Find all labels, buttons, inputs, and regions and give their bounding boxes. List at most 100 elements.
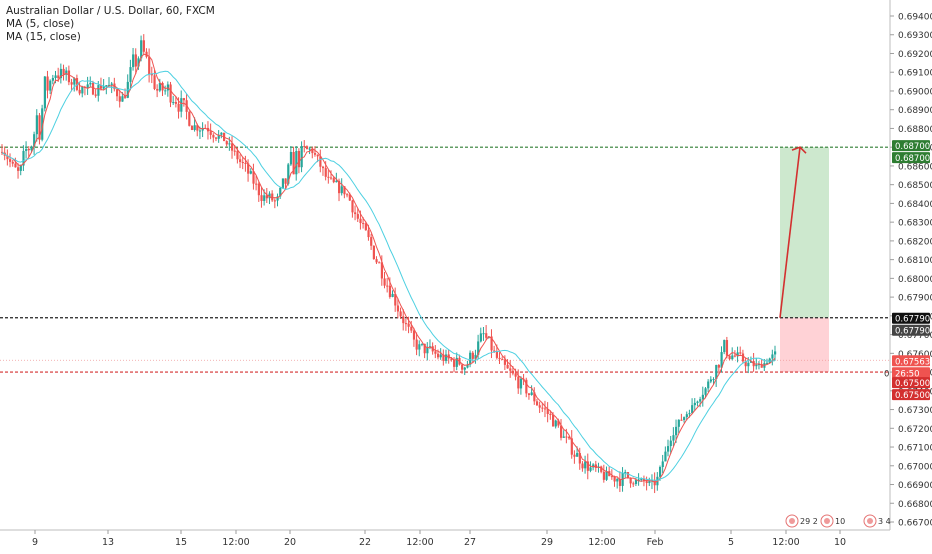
symbol-title[interactable]: Australian Dollar / U.S. Dollar, 60, FXC… [6,5,215,17]
price-tick-label: 0.68000 [898,275,932,285]
candle-body [642,478,646,482]
candle-body [33,134,36,147]
price-tick-label: 0.66900 [898,481,932,491]
candle-body [420,343,424,345]
candle-body [97,85,100,96]
ma15-line [1,70,776,481]
candle-body [562,436,565,438]
candle-body [268,193,271,199]
profit-zone [780,147,829,318]
price-tick-label: 0.68500 [898,181,932,191]
projection-arrow-head [791,146,807,154]
time-axis[interactable]: 9 13 15 12:00 20 22 12:00 27 29 12:00 Feb 5 12:00 10 [0,529,890,548]
candle-body [560,425,563,438]
candle-body [543,408,547,410]
candle-body [396,305,400,312]
event-count-label: 3 4 [878,517,891,526]
price-tick-label: 0.67900 [898,294,932,304]
candle-body [509,368,512,371]
price-axis[interactable]: 0.69400 0.69300 0.69200 0.69100 0.69000 0.689… [889,0,932,530]
candles-layer [1,34,777,494]
event-markers[interactable]: 29 2 10 3 4 [785,514,891,528]
entry-price-label-2: 0.67790 [895,327,930,337]
candle-body [321,166,325,169]
event-count-label: 29 2 [800,517,818,526]
candle-body [364,223,367,231]
candle-body [498,357,501,360]
candle-body [300,145,303,168]
candle-body [70,82,73,85]
candle-body [287,164,290,184]
candle-body [212,134,215,138]
price-tick-label: 0.69400 [898,13,932,23]
candle-body [618,478,622,486]
candle-body [412,330,416,340]
candle-body [372,245,375,260]
candle-body [174,102,178,104]
candle-body [118,96,121,102]
candle-body [308,148,311,150]
candle-body [73,78,76,85]
price-tick-label: 0.69200 [898,50,932,60]
candle-body [616,478,619,482]
candle-body [51,78,55,81]
candle-body [723,340,726,353]
candle-body [319,156,322,167]
candle-body [129,67,132,82]
candle-body [303,145,306,147]
candle-body [380,262,384,279]
candle-body [75,78,79,90]
candle-body [43,76,46,109]
entry-price-label-bg [892,312,930,324]
candle-body [65,70,68,75]
candle-body [450,358,453,360]
candle-body [709,379,713,382]
candle-body [477,341,480,355]
moving-averages [1,53,776,483]
target-price-label: 0.68700 [895,142,930,152]
countdown-label: 26:50 [895,369,920,379]
candle-body [404,323,408,325]
candle-body [586,461,589,471]
indicator-ma15-label[interactable]: MA (15, close) [6,31,81,43]
candle-body [370,237,373,246]
candle-body [602,471,606,480]
candle-body [696,401,699,403]
candle-body [62,68,65,75]
candle-body [495,350,499,358]
candle-body [648,481,651,484]
candle-body [6,155,9,160]
candle-body [249,171,252,174]
candle-body [316,154,319,157]
candle-body [415,339,418,350]
candle-body [677,419,680,427]
candle-body [305,146,309,150]
indicator-ma5-label[interactable]: MA (5, close) [6,18,75,30]
price-tick-label: 0.68300 [898,219,932,229]
candle-body [332,178,335,183]
candle-body [546,409,549,414]
candle-body [731,355,734,360]
candle-body [177,103,180,112]
candle-body [771,354,774,359]
candle-body [110,83,113,85]
candle-body [434,351,437,354]
candle-body [701,394,704,400]
candle-body [335,180,338,183]
price-tick-label: 0.68600 [898,162,932,172]
candle-body [482,333,485,335]
candle-body [455,357,458,367]
candle-body [148,56,151,75]
candle-body [188,111,191,126]
horizontal-levels[interactable] [0,146,890,373]
time-tick-label: 27 [464,537,476,548]
candle-body [255,183,258,185]
candle-body [519,378,523,389]
stop-price-label-2-bg [892,389,930,401]
candle-body [493,350,496,352]
projection-arrow-line [779,147,801,318]
candle-body [747,362,750,367]
candle-body [367,230,370,238]
